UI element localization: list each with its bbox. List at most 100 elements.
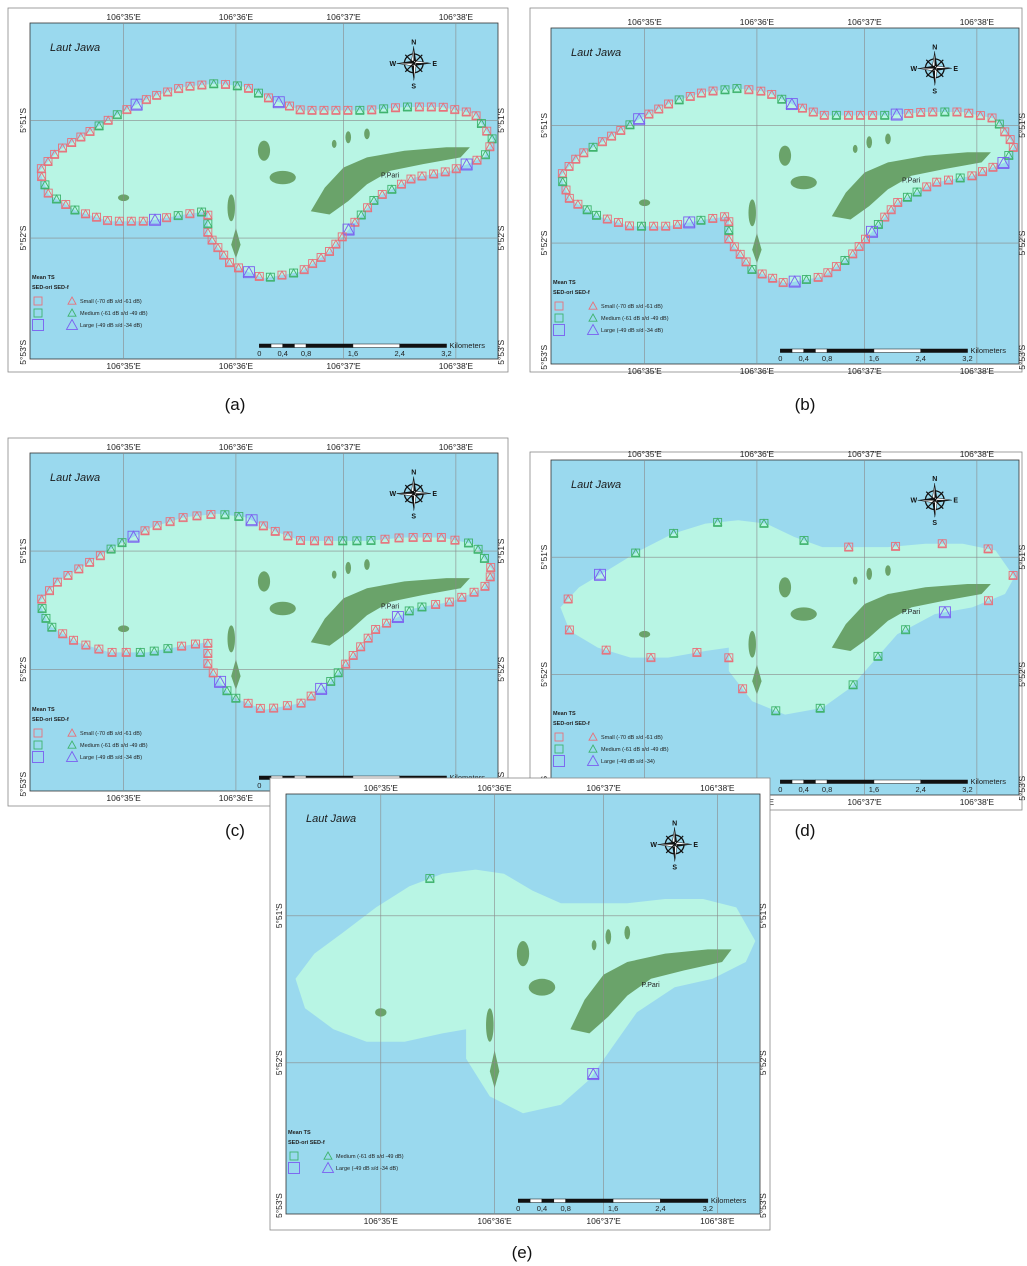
marker-large-triangle <box>586 323 600 335</box>
compass-rose-icon: N E S W <box>910 476 958 527</box>
marker-medium-triangle <box>994 119 1005 128</box>
marker-small-triangle <box>165 516 175 526</box>
compass-point <box>917 65 935 69</box>
marker-small-triangle <box>380 534 390 543</box>
marker-medium-triangle <box>940 107 950 116</box>
legend-columns: SED-ori SED-f <box>32 717 69 723</box>
scale-tick: 0 <box>257 781 261 790</box>
lat-label-right: 5°51'S <box>496 108 506 133</box>
marker-medium-triangle <box>668 528 679 538</box>
marker-large-triangle <box>788 275 801 287</box>
marker-small-triangle <box>480 581 490 591</box>
marker-small-triangle <box>685 91 696 101</box>
compass-point <box>917 497 935 501</box>
marker-medium-triangle <box>135 647 146 657</box>
marker-small-triangle <box>162 87 173 96</box>
scale-segment <box>826 779 875 784</box>
lon-label-top: 106°38'E <box>700 783 735 793</box>
scale-tick: 1,6 <box>869 354 879 363</box>
islet <box>885 565 891 576</box>
marker-small-triangle <box>964 108 974 117</box>
lon-label-top: 106°35'E <box>627 449 662 459</box>
marker-medium-triangle <box>231 693 241 702</box>
compass-point <box>657 844 675 848</box>
island-name-label: P.Pari <box>902 609 921 616</box>
marker-medium-triangle <box>222 685 232 695</box>
marker-medium-triangle <box>106 544 116 553</box>
islet <box>852 144 858 153</box>
marker-small-triangle <box>482 126 492 135</box>
marker-small-triangle <box>95 550 106 560</box>
marker-small-triangle <box>756 86 766 95</box>
marker-small-triangle <box>588 301 598 310</box>
islet <box>227 194 235 222</box>
compass-point <box>674 827 678 845</box>
scale-tick: 0 <box>257 349 261 358</box>
marker-small-triangle <box>355 641 366 651</box>
scale-tick: 0,4 <box>278 349 288 358</box>
marker-small-triangle <box>282 700 293 710</box>
marker-medium-triangle <box>873 219 884 229</box>
marker-small-triangle <box>67 728 77 737</box>
marker-large-square <box>32 319 44 331</box>
scale-segment <box>791 348 804 353</box>
marker-medium-triangle <box>879 110 890 120</box>
marker-small-triangle <box>616 125 626 135</box>
marker-small-triangle <box>564 193 575 203</box>
island-pari <box>310 147 470 215</box>
compass-s: S <box>932 88 937 95</box>
marker-small-triangle <box>161 212 172 222</box>
marker-small-triangle <box>602 214 613 223</box>
marker-small-triangle <box>36 594 47 603</box>
marker-small-triangle <box>309 535 320 545</box>
marker-medium-triangle <box>425 873 435 883</box>
marker-small-triangle <box>819 110 830 120</box>
compass-diagonal <box>413 62 423 73</box>
islet <box>486 1008 494 1042</box>
marker-small-triangle <box>307 258 318 268</box>
islet <box>345 131 352 144</box>
marker-small-triangle <box>983 595 994 605</box>
marker-small-triangle <box>348 650 358 660</box>
marker-small-triangle <box>860 234 871 243</box>
scale-tick: 1,6 <box>608 1204 618 1213</box>
marker-medium-triangle <box>588 744 598 753</box>
marker-small-triangle <box>84 557 95 567</box>
marker-small-triangle <box>451 163 461 173</box>
survey-markers <box>563 517 1018 716</box>
marker-medium-triangle <box>873 651 883 661</box>
compass-point <box>413 63 417 81</box>
lon-label-bottom: 106°36'E <box>219 361 254 371</box>
marker-small-triangle <box>197 80 207 89</box>
marker-medium-triangle <box>771 705 781 715</box>
marker-medium-triangle <box>759 518 769 528</box>
marker-small-triangle <box>381 618 392 627</box>
islet <box>605 929 612 945</box>
lon-label-top: 106°38'E <box>960 449 995 459</box>
marker-small-triangle <box>277 270 287 279</box>
marker-small-triangle <box>203 638 213 648</box>
marker-medium-triangle <box>149 646 159 655</box>
reef-flat <box>39 513 494 710</box>
compass-point <box>932 500 935 518</box>
marker-large-triangle <box>314 682 328 694</box>
marker-small-triangle <box>173 83 184 93</box>
scale-tick: 0,4 <box>799 785 809 794</box>
panel-caption: (d) <box>795 821 816 840</box>
scale-tick: 3,2 <box>962 785 972 794</box>
marker-large-triangle <box>65 750 79 762</box>
compass-point <box>917 68 936 72</box>
marker-large-triangle <box>321 1161 335 1173</box>
reef-flat <box>560 520 1015 715</box>
legend-medium: Medium (-61 dB s/d -49 dB) <box>336 1154 404 1160</box>
marker-medium-triangle <box>674 94 684 104</box>
marker-medium-triangle <box>473 544 483 553</box>
marker-large-triangle <box>148 213 162 225</box>
islet <box>364 128 370 140</box>
scale-unit: Kilometers <box>971 777 1007 786</box>
marker-small-triangle <box>233 262 244 272</box>
scale-segment <box>259 775 272 780</box>
marker-small-triangle <box>921 181 932 191</box>
marker-large-triangle <box>65 318 79 330</box>
